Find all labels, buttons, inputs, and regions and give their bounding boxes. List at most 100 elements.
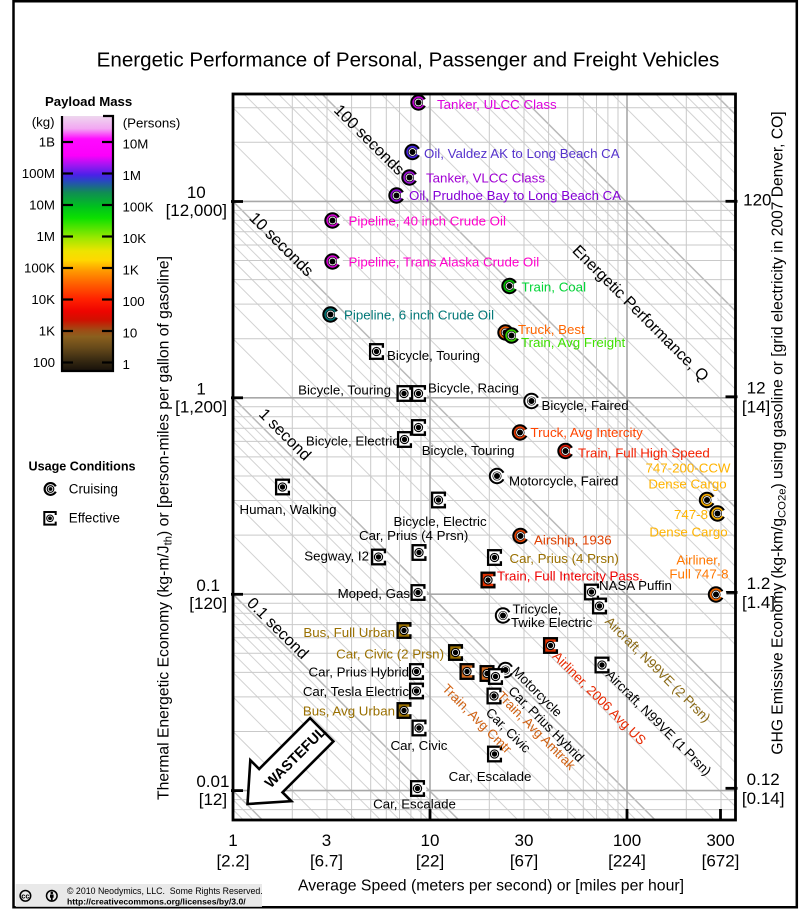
svg-text:100K: 100K [123,200,154,215]
svg-text:Oil, Valdez AK to Long Beach C: Oil, Valdez AK to Long Beach CA [424,146,620,161]
svg-text:(Persons): (Persons) [123,116,181,131]
svg-text:GHG Emissive Economy (kg-km/gC: GHG Emissive Economy (kg-km/gCO2e) using… [770,111,789,754]
svg-text:[1,200]: [1,200] [175,397,227,416]
svg-text:Train, Full Intercity Pass.: Train, Full Intercity Pass. [497,569,643,584]
svg-text:Car, Escalade: Car, Escalade [449,769,532,784]
svg-text:Bicycle, Electric: Bicycle, Electric [306,434,399,449]
svg-text:100: 100 [613,831,641,850]
svg-text:Train, Avg Freight: Train, Avg Freight [521,335,626,350]
svg-text:0.12: 0.12 [747,770,780,789]
svg-text:747-200-CCW: 747-200-CCW [646,461,731,476]
svg-text:1: 1 [196,379,205,398]
svg-text:[67]: [67] [510,852,538,871]
svg-text:100K: 100K [24,261,55,276]
svg-text:30: 30 [515,831,534,850]
svg-text:10: 10 [187,183,206,202]
svg-text:Average Speed (meters per seco: Average Speed (meters per second) or [mi… [298,878,684,895]
svg-text:[14]: [14] [742,397,770,416]
svg-text:[12]: [12] [199,790,227,809]
svg-text:[0.14]: [0.14] [742,789,785,808]
svg-text:[2.2]: [2.2] [216,852,249,871]
svg-text:Full 747-8: Full 747-8 [669,567,728,582]
svg-text:Car, Prius (4 Prsn): Car, Prius (4 Prsn) [510,551,619,566]
svg-text:0.01: 0.01 [196,772,229,791]
svg-text:Segway, I2: Segway, I2 [304,549,369,564]
svg-text:10: 10 [123,326,138,341]
svg-text:1K: 1K [123,263,139,278]
svg-text:100: 100 [33,355,55,370]
svg-text:Energetic Performance of Perso: Energetic Performance of Personal, Passe… [97,49,720,72]
svg-text:http://creativecommons.org/lic: http://creativecommons.org/licenses/by/3… [67,897,246,907]
svg-text:1B: 1B [39,135,55,150]
svg-text:Dense Cargo: Dense Cargo [648,477,726,492]
svg-text:NASA Puffin: NASA Puffin [599,578,672,593]
svg-text:10: 10 [421,831,440,850]
svg-text:12: 12 [747,378,766,397]
svg-text:1M: 1M [37,229,55,244]
svg-text:120: 120 [743,191,771,210]
svg-text:Train, Coal: Train, Coal [522,280,587,295]
svg-text:Bicycle, Electric: Bicycle, Electric [394,514,487,529]
svg-text:10M: 10M [29,198,55,213]
svg-text:Car, Escalade: Car, Escalade [373,797,456,812]
svg-text:100: 100 [123,294,145,309]
svg-text:Pipeline, Trans Alaska Crude O: Pipeline, Trans Alaska Crude Oil [349,255,540,270]
svg-text:Car, Tesla Electric: Car, Tesla Electric [303,684,410,699]
svg-text:1: 1 [228,831,237,850]
svg-text:100M: 100M [22,166,55,181]
svg-text:3: 3 [322,831,331,850]
svg-text:Truck, Avg Intercity: Truck, Avg Intercity [531,425,644,440]
svg-text:1M: 1M [123,168,141,183]
svg-text:Airliner,: Airliner, [676,553,720,568]
svg-text:Bicycle, Touring: Bicycle, Touring [298,383,391,398]
svg-text:Bicycle, Touring: Bicycle, Touring [387,348,480,363]
svg-text:Thermal Energetic Economy (kg-: Thermal Energetic Economy (kg-m/Jth) or … [156,256,175,800]
svg-text:[6.7]: [6.7] [310,852,343,871]
svg-text:© 2010 Neodymics, LLC. Some R: © 2010 Neodymics, LLC. Some Rights Reser… [67,886,263,896]
svg-text:10M: 10M [123,137,149,152]
svg-text:Tricycle,: Tricycle, [513,602,562,617]
svg-text:Bicycle, Racing: Bicycle, Racing [428,381,519,396]
svg-text:Car, Prius Hybrid: Car, Prius Hybrid [309,665,410,680]
svg-text:0.1: 0.1 [196,576,220,595]
svg-text:Tanker, VLCC Class: Tanker, VLCC Class [426,171,545,186]
svg-text:Car, Prius (4 Prsn): Car, Prius (4 Prsn) [359,528,468,543]
svg-text:Truck, Best: Truck, Best [518,322,585,337]
svg-text:[672]: [672] [702,852,740,871]
svg-text:[12,000]: [12,000] [166,201,227,220]
svg-text:747-8: 747-8 [674,507,708,522]
svg-text:10K: 10K [123,231,147,246]
svg-text:(kg): (kg) [32,115,55,130]
svg-text:Effective: Effective [69,511,120,526]
svg-text:1: 1 [123,357,130,372]
svg-text:Car, Civic: Car, Civic [391,738,448,753]
svg-text:[120]: [120] [189,594,227,613]
svg-text:Train, Full High Speed: Train, Full High Speed [578,446,710,461]
svg-text:Tanker, ULCC Class: Tanker, ULCC Class [437,97,557,112]
svg-text:[22]: [22] [416,852,444,871]
svg-text:Bicycle, Touring: Bicycle, Touring [422,443,515,458]
svg-text:[224]: [224] [608,852,646,871]
svg-text:10K: 10K [31,292,55,307]
svg-text:Usage Conditions: Usage Conditions [29,460,136,474]
svg-text:Payload Mass: Payload Mass [45,94,132,109]
svg-text:Twike Electric: Twike Electric [511,615,593,630]
svg-text:1.2: 1.2 [747,574,771,593]
svg-text:[1.4]: [1.4] [742,593,775,612]
svg-text:Dense Cargo: Dense Cargo [649,525,727,540]
svg-text:Bicycle, Faired: Bicycle, Faired [542,398,629,413]
svg-text:Human, Walking: Human, Walking [239,502,336,517]
svg-text:Pipeline, 6 inch Crude Oil: Pipeline, 6 inch Crude Oil [344,308,494,323]
svg-text:Moped, Gas: Moped, Gas [338,586,411,601]
svg-text:Pipeline, 40 inch Crude Oil: Pipeline, 40 inch Crude Oil [349,214,506,229]
svg-text:Car, Civic (2 Prsn): Car, Civic (2 Prsn) [336,647,444,662]
svg-text:Motorcycle, Faired: Motorcycle, Faired [509,474,618,489]
svg-text:cc: cc [21,892,29,901]
svg-text:1K: 1K [39,324,55,339]
svg-text:Cruising: Cruising [69,482,118,497]
svg-text:Bus, Full Urban: Bus, Full Urban [303,625,395,640]
svg-text:Airship, 1936: Airship, 1936 [534,533,612,548]
svg-text:Oil, Prudhoe Bay to Long Beach: Oil, Prudhoe Bay to Long Beach CA [409,188,621,203]
svg-text:300: 300 [706,831,734,850]
svg-text:Bus, Avg Urban: Bus, Avg Urban [303,704,395,719]
